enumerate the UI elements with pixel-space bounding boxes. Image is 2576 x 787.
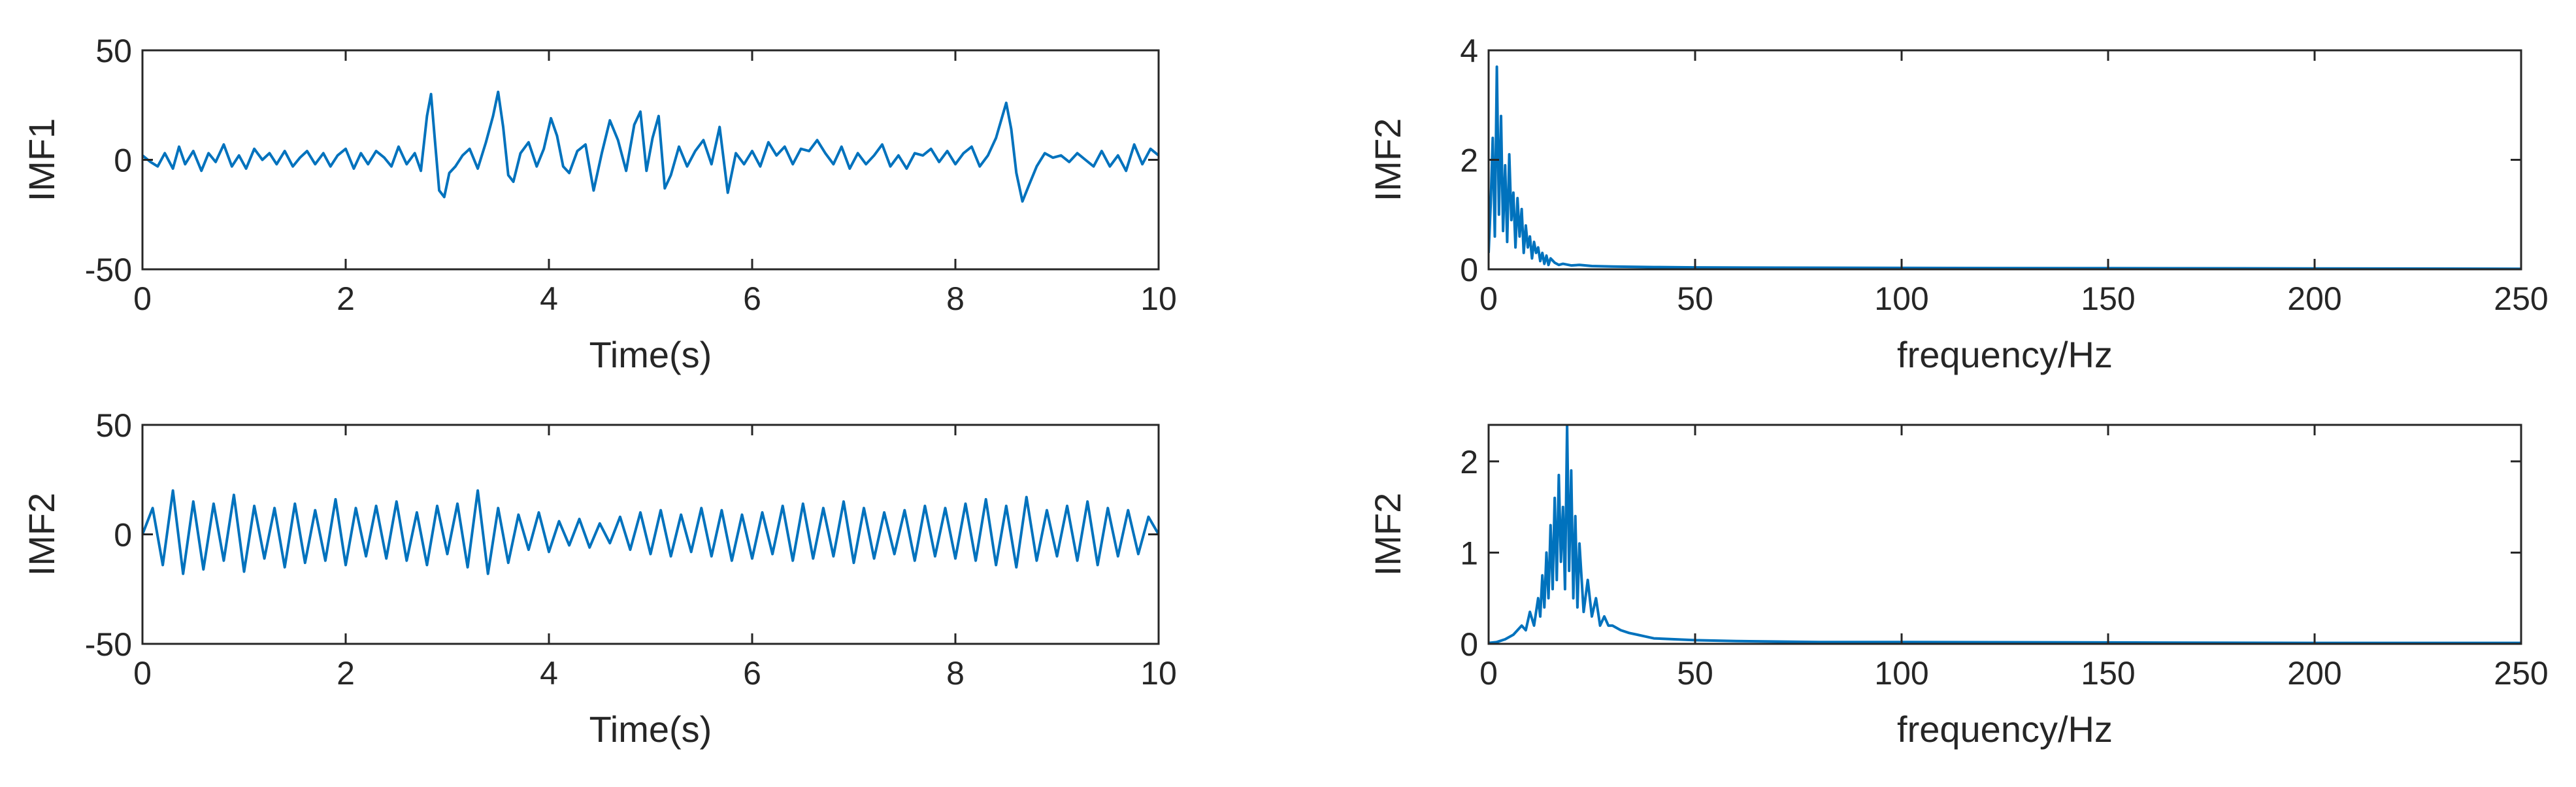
imf1-time-ytick-label: 0 xyxy=(114,142,132,179)
imf2-time-ytick-label: 0 xyxy=(114,517,132,554)
imf1-spectrum-xtick-label: 0 xyxy=(1479,280,1498,317)
imf1-spectrum-xtick-label: 250 xyxy=(2494,280,2548,317)
imf2-spectrum-xtick-label: 100 xyxy=(1874,655,1928,692)
imf1-spectrum-axes-box xyxy=(1487,49,2522,271)
imf1-time-series-line-0 xyxy=(142,90,1159,203)
imf1-spectrum-xtick-label: 100 xyxy=(1874,280,1928,317)
imf2-spectrum-panel: 0 50 100 150 200 250 0 1 2 frequency/Hz IMF2 xyxy=(1367,424,2549,750)
imf1-spectrum-xtick-label: 200 xyxy=(2287,280,2341,317)
imf2-time-xtick-label: 10 xyxy=(1140,655,1177,692)
imf2-spectrum-ytick-label: 1 xyxy=(1460,535,1478,571)
imf2-spectrum-xtick-label: 150 xyxy=(2081,655,2135,692)
imf2-spectrum-ytick-label: 2 xyxy=(1460,444,1478,480)
imf1-spectrum-xlabel: frequency/Hz xyxy=(1897,334,2113,375)
imf2-time-xlabel: Time(s) xyxy=(589,709,712,750)
imf2-spectrum-xlabel: frequency/Hz xyxy=(1897,709,2113,750)
imf2-time-xtick-label: 4 xyxy=(540,655,558,692)
imf2-spectrum-xtick-label: 0 xyxy=(1479,655,1498,692)
imf1-time-xtick-label: 0 xyxy=(133,280,152,317)
imf2-time-ylabel: IMF2 xyxy=(21,493,62,577)
imf1-spectrum-ytick-label: 2 xyxy=(1460,142,1478,179)
imf2-time-ytick-label: -50 xyxy=(85,626,132,663)
imf2-spectrum-axes-box xyxy=(1487,424,2522,645)
imf1-time-xtick-label: 2 xyxy=(337,280,355,317)
imf1-time-axes-box xyxy=(141,49,1160,271)
imf1-spectrum-panel: 0 50 100 150 200 250 0 2 4 frequency/Hz IMF2 xyxy=(1367,33,2549,375)
imf2-spectrum-ylabel: IMF2 xyxy=(1367,493,1408,577)
imf2-spectrum-xtick-label: 50 xyxy=(1677,655,1713,692)
imf1-time-xtick-label: 8 xyxy=(946,280,965,317)
imf2-time-ytick-label: 50 xyxy=(95,407,132,444)
imf1-spectrum-series-line-0 xyxy=(1489,65,2521,269)
imf1-time-xtick-label: 4 xyxy=(540,280,558,317)
imf2-spectrum-xtick-label: 250 xyxy=(2494,655,2548,692)
imf1-time-ylabel: IMF1 xyxy=(21,118,62,202)
imf1-time-ytick-label: 50 xyxy=(95,33,132,69)
imf2-spectrum-xtick-label: 200 xyxy=(2287,655,2341,692)
imf2-time-xtick-label: 0 xyxy=(133,655,152,692)
imf2-time-xtick-label: 2 xyxy=(337,655,355,692)
imf1-time-xlabel: Time(s) xyxy=(589,334,712,375)
imf2-time-axes-box xyxy=(141,424,1160,645)
imf2-time-series-line-0 xyxy=(142,489,1159,575)
imf1-spectrum-ytick-label: 4 xyxy=(1460,33,1478,69)
imf1-time-xtick-label: 6 xyxy=(743,280,761,317)
imf2-time-xtick-label: 8 xyxy=(946,655,965,692)
imf2-spectrum-ytick-label: 0 xyxy=(1460,626,1478,663)
imf1-spectrum-ylabel: IMF2 xyxy=(1367,118,1408,202)
imf1-spectrum-xtick-label: 150 xyxy=(2081,280,2135,317)
imf1-spectrum-ytick-label: 0 xyxy=(1460,252,1478,288)
imf1-time-ytick-label: -50 xyxy=(85,252,132,288)
imf1-spectrum-xtick-label: 50 xyxy=(1677,280,1713,317)
imf1-time-xtick-label: 10 xyxy=(1140,280,1177,317)
imf2-spectrum-series-line-0 xyxy=(1489,425,2521,644)
imf2-time-xtick-label: 6 xyxy=(743,655,761,692)
